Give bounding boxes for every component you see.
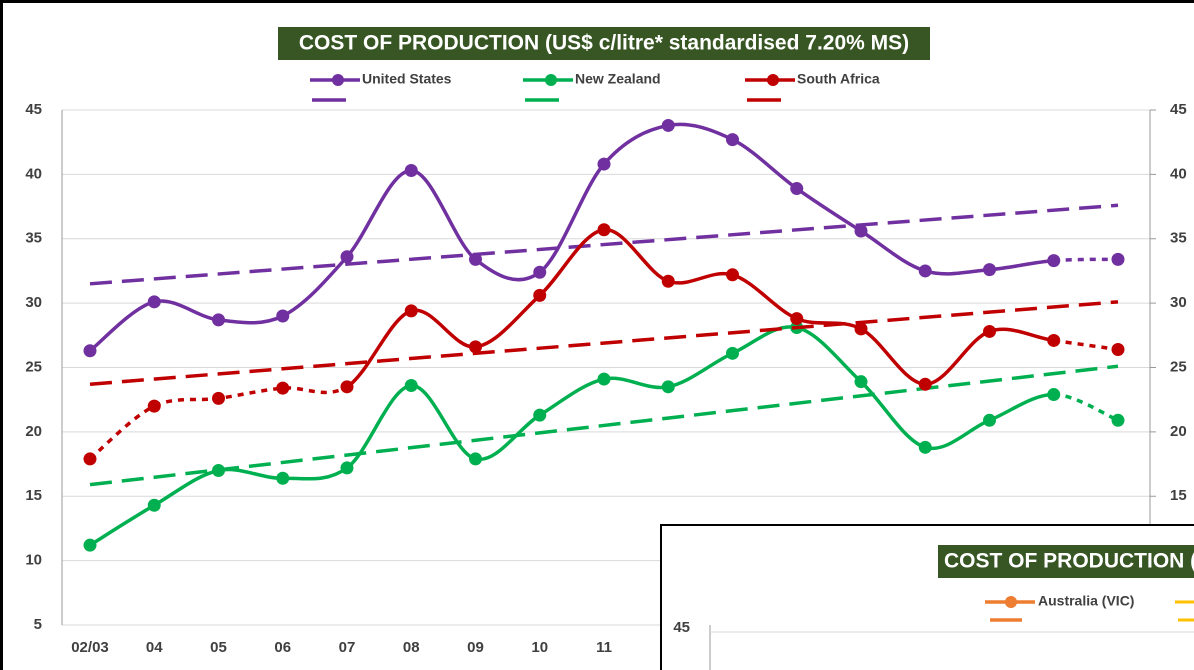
point (854, 322, 868, 336)
point (918, 264, 932, 278)
y-tick-label: 30 (25, 294, 42, 311)
x-tick-label: 05 (210, 639, 227, 656)
y2-tick-label: 35 (1170, 230, 1187, 247)
legend-marker (545, 74, 557, 86)
y2-tick-label: 20 (1170, 423, 1187, 440)
y-tick-label: 10 (25, 552, 42, 569)
point (1111, 413, 1125, 427)
y2-tick-label: 45 (1170, 101, 1187, 118)
point (404, 379, 418, 393)
point (469, 452, 482, 466)
point (276, 471, 290, 485)
y2-tick-label: 15 (1170, 487, 1187, 504)
point (1047, 254, 1061, 268)
point (983, 324, 996, 338)
point (212, 464, 225, 477)
point (276, 381, 290, 395)
x-tick-label: 09 (467, 639, 484, 656)
point (147, 498, 161, 512)
point (1111, 342, 1125, 356)
chart-title: COST OF PRODUCTION (US$ c/litre* standar… (299, 32, 909, 55)
point (83, 452, 97, 466)
y2-tick-label: 30 (1170, 294, 1187, 311)
point (212, 313, 225, 327)
y-tick-label: 5 (34, 616, 42, 633)
series-line (88, 122, 1054, 353)
x-tick-label: 07 (339, 639, 356, 656)
point (340, 250, 354, 264)
trend-line (89, 203, 1119, 286)
y-tick-label: 15 (25, 487, 42, 504)
y2-tick-label: 40 (1170, 165, 1187, 182)
point (790, 182, 804, 196)
inset-title-box (938, 545, 1194, 578)
point (661, 118, 675, 132)
inset-chart: COST OF PRODUCTION ( 45 Australia (VIC) (660, 524, 1194, 670)
point (790, 312, 804, 326)
point (854, 375, 868, 389)
y-tick-label: 25 (25, 358, 42, 375)
point (726, 346, 739, 360)
point (918, 440, 932, 454)
point (1047, 333, 1061, 347)
point (340, 380, 354, 394)
legend-label: South Africa (797, 71, 880, 87)
y-tick-label: 45 (673, 619, 690, 636)
point (1047, 388, 1061, 402)
main-plot: 5 10 15 20 25 30 35 40 45 15 20 25 30 35 40 45 02/03 04 05… (25, 71, 1186, 656)
x-tick-label: 11 (596, 639, 612, 656)
point (597, 223, 611, 237)
legend-marker (332, 74, 344, 86)
title-box (278, 27, 930, 60)
legend-label: United States (362, 71, 452, 87)
x-tick-label: 06 (274, 639, 291, 656)
legend-label: New Zealand (575, 71, 661, 87)
point (404, 164, 418, 178)
point (340, 461, 354, 475)
point (726, 268, 739, 282)
x-tick-label: 04 (146, 639, 163, 656)
point (276, 309, 290, 323)
series-line (89, 325, 1054, 547)
point (212, 391, 225, 405)
y-tick-label: 35 (25, 230, 42, 247)
point (533, 288, 547, 302)
point (83, 538, 97, 552)
point (983, 263, 996, 277)
point (854, 224, 868, 238)
x-tick-label: 08 (403, 639, 420, 656)
point (918, 377, 932, 391)
point (726, 133, 739, 147)
legend-marker (1005, 596, 1017, 608)
trend-line (89, 300, 1119, 386)
point (83, 344, 97, 358)
point (1111, 252, 1125, 266)
point (597, 157, 611, 171)
x-tick-label: 02/03 (71, 639, 109, 656)
point (533, 408, 547, 422)
legend-marker (767, 74, 779, 86)
point (533, 265, 547, 279)
point (469, 252, 482, 266)
y-tick-label: 20 (25, 423, 42, 440)
y-tick-label: 40 (25, 165, 42, 182)
y2-tick-label: 25 (1170, 358, 1187, 375)
trend-line (89, 364, 1119, 487)
y-tick-label: 45 (25, 101, 42, 118)
point (661, 380, 675, 394)
point (469, 340, 482, 354)
inset-title: COST OF PRODUCTION ( (944, 550, 1194, 573)
point (147, 399, 161, 413)
point (983, 413, 996, 427)
point (597, 372, 611, 386)
legend-label: Australia (VIC) (1038, 593, 1134, 609)
x-tick-label: 10 (531, 639, 548, 656)
point (404, 304, 418, 318)
point (147, 295, 161, 309)
point (661, 274, 675, 288)
